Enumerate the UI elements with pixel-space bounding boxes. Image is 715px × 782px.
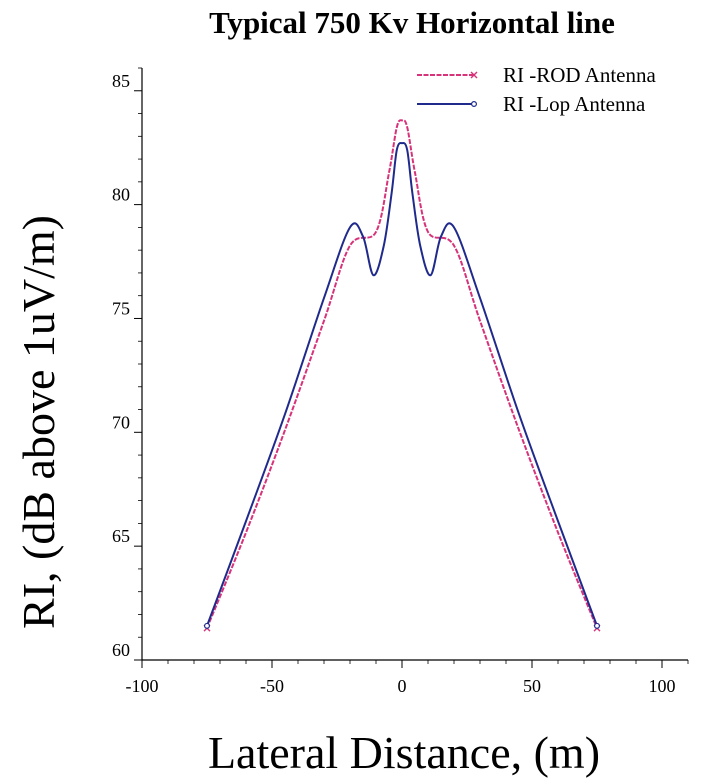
y-tick-label: 75 — [112, 298, 130, 318]
legend-label: RI -ROD Antenna — [503, 63, 656, 87]
x-tick-label: -100 — [126, 676, 159, 696]
series-1-line — [206, 119, 598, 629]
x-tick-label: 100 — [649, 676, 676, 696]
y-tick-label: 85 — [112, 71, 130, 91]
series-2-marker — [204, 622, 211, 629]
y-tick-label: 60 — [112, 640, 130, 660]
y-axis-label: RI, (dB above 1uV/m) — [13, 215, 64, 629]
y-tick-label: 70 — [112, 412, 130, 432]
x-axis-label: Lateral Distance, (m) — [208, 727, 600, 778]
x-tick-label: 0 — [398, 676, 407, 696]
y-tick-label: 80 — [112, 185, 130, 205]
legend-marker — [470, 71, 478, 79]
x-tick-label: -50 — [260, 676, 284, 696]
y-tick-label: 65 — [112, 526, 130, 546]
series-2-line — [206, 142, 598, 627]
axes — [141, 68, 688, 661]
legend-marker — [471, 100, 478, 107]
legend-item-2: RI -Lop Antenna — [417, 92, 646, 116]
series-group — [203, 119, 601, 632]
series-2-marker — [593, 622, 600, 629]
legend: RI -ROD Antenna RI -Lop Antenna — [417, 63, 656, 116]
legend-label: RI -Lop Antenna — [503, 92, 646, 116]
x-tick-label: 50 — [523, 676, 541, 696]
axis-ticks: -100 -50 0 50 100 60 65 70 75 80 85 — [112, 67, 689, 696]
legend-item-1: RI -ROD Antenna — [417, 63, 656, 87]
chart-title: Typical 750 Kv Horizontal line — [209, 5, 615, 40]
